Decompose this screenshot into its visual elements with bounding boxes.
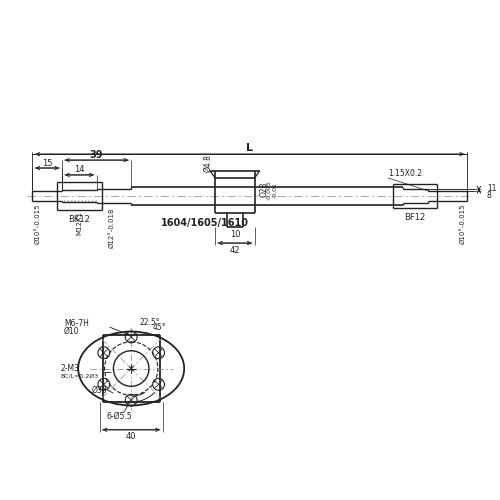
Text: Ò28: Ò28 [260,182,268,198]
Text: 1604/1605/1610: 1604/1605/1610 [161,218,249,228]
Text: BC/L=0.2Ø3: BC/L=0.2Ø3 [60,374,98,379]
Text: Ø10°-0.015: Ø10°-0.015 [34,203,40,243]
Text: 39: 39 [90,150,104,160]
Text: 45°: 45° [153,322,166,332]
Text: Ø10: Ø10 [64,326,80,336]
Text: BF12: BF12 [404,213,426,222]
Text: L: L [246,144,253,154]
Text: Ø4.8: Ø4.8 [204,154,212,172]
Text: 11: 11 [487,184,496,194]
Text: 40: 40 [126,432,136,441]
Text: 1.15X0.2: 1.15X0.2 [388,170,422,178]
Text: M12X1: M12X1 [77,212,83,236]
Text: Ø12°-0.018: Ø12°-0.018 [108,207,114,248]
Text: 14: 14 [74,166,85,174]
Text: Ø10°-0.015: Ø10°-0.015 [459,203,465,243]
Text: M6-7H: M6-7H [64,318,89,328]
Text: 15: 15 [42,158,52,168]
Text: 22.5°: 22.5° [139,318,160,326]
Text: -0.005: -0.005 [266,180,272,200]
Text: BK12: BK12 [68,215,90,224]
Text: Ø38: Ø38 [92,386,107,395]
Text: 42: 42 [230,246,240,254]
Text: 10: 10 [230,230,240,238]
Text: 2-M3: 2-M3 [60,364,79,373]
Text: -0.01: -0.01 [272,182,278,198]
Text: 8: 8 [487,191,492,200]
Text: 6-Ø5.5: 6-Ø5.5 [106,412,132,420]
